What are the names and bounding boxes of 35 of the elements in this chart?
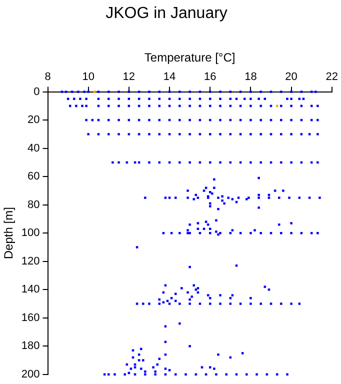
- point: [124, 373, 126, 376]
- point: [158, 118, 161, 122]
- x-tick-label: 8: [44, 71, 51, 84]
- x-tick-label: 10: [82, 71, 94, 84]
- x-axis-title: Temperature [°C]: [144, 50, 236, 65]
- point: [132, 349, 134, 352]
- y-tick-label: 160: [21, 312, 40, 324]
- y-tick-label: 20: [28, 114, 40, 126]
- chart-title: JKOG in January: [106, 5, 228, 22]
- point: [192, 284, 196, 287]
- x-tick-label: 22: [326, 71, 338, 84]
- y-tick-label: 200: [21, 368, 40, 380]
- x-tick-label: 12: [122, 71, 136, 84]
- y-tick-label: 120: [21, 255, 40, 268]
- point: [164, 284, 167, 287]
- point: [278, 223, 280, 226]
- y-tick-label: 0: [34, 86, 40, 98]
- y-tick-label: 140: [21, 284, 40, 296]
- point: [206, 223, 210, 226]
- x-tick-label: 14: [163, 71, 176, 84]
- x-tick-label: 20: [285, 71, 298, 84]
- point: [158, 161, 161, 164]
- y-tick-label: 60: [28, 170, 40, 183]
- y-tick-label: 80: [28, 198, 40, 211]
- point: [194, 288, 198, 291]
- point: [268, 288, 270, 291]
- y-tick-label: 180: [21, 340, 40, 352]
- point: [158, 104, 161, 108]
- x-tick-label: 18: [244, 71, 257, 84]
- y-tick-label: 40: [28, 142, 40, 154]
- y-axis-title: Depth [m]: [2, 207, 16, 260]
- x-tick-label: 16: [204, 71, 216, 84]
- point: [208, 190, 212, 194]
- point: [158, 298, 161, 301]
- y-tick-label: 100: [21, 227, 40, 240]
